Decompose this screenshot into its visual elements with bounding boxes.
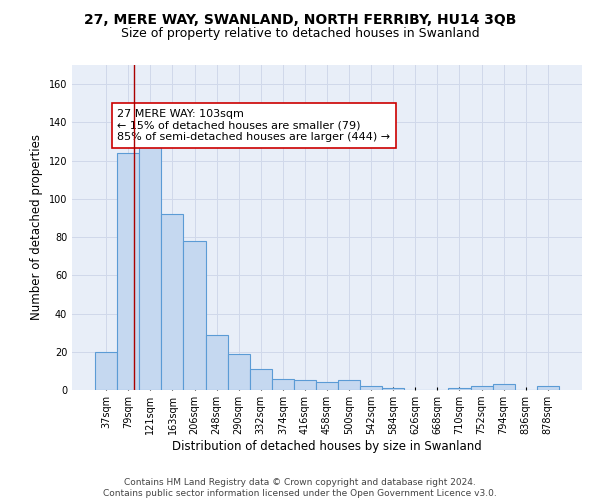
- Bar: [227, 354, 250, 390]
- Text: Size of property relative to detached houses in Swanland: Size of property relative to detached ho…: [121, 28, 479, 40]
- Y-axis label: Number of detached properties: Number of detached properties: [30, 134, 43, 320]
- Bar: [382, 388, 404, 390]
- Text: 27 MERE WAY: 103sqm
← 15% of detached houses are smaller (79)
85% of semi-detach: 27 MERE WAY: 103sqm ← 15% of detached ho…: [117, 109, 391, 142]
- Text: Contains HM Land Registry data © Crown copyright and database right 2024.
Contai: Contains HM Land Registry data © Crown c…: [103, 478, 497, 498]
- Bar: [338, 380, 360, 390]
- X-axis label: Distribution of detached houses by size in Swanland: Distribution of detached houses by size …: [172, 440, 482, 453]
- Text: 27, MERE WAY, SWANLAND, NORTH FERRIBY, HU14 3QB: 27, MERE WAY, SWANLAND, NORTH FERRIBY, H…: [84, 12, 516, 26]
- Bar: [537, 386, 559, 390]
- Bar: [360, 386, 382, 390]
- Bar: [117, 153, 139, 390]
- Bar: [161, 214, 184, 390]
- Bar: [250, 369, 272, 390]
- Bar: [272, 378, 294, 390]
- Bar: [316, 382, 338, 390]
- Bar: [448, 388, 470, 390]
- Bar: [470, 386, 493, 390]
- Bar: [184, 241, 206, 390]
- Bar: [206, 334, 227, 390]
- Bar: [95, 352, 117, 390]
- Bar: [294, 380, 316, 390]
- Bar: [139, 138, 161, 390]
- Bar: [493, 384, 515, 390]
